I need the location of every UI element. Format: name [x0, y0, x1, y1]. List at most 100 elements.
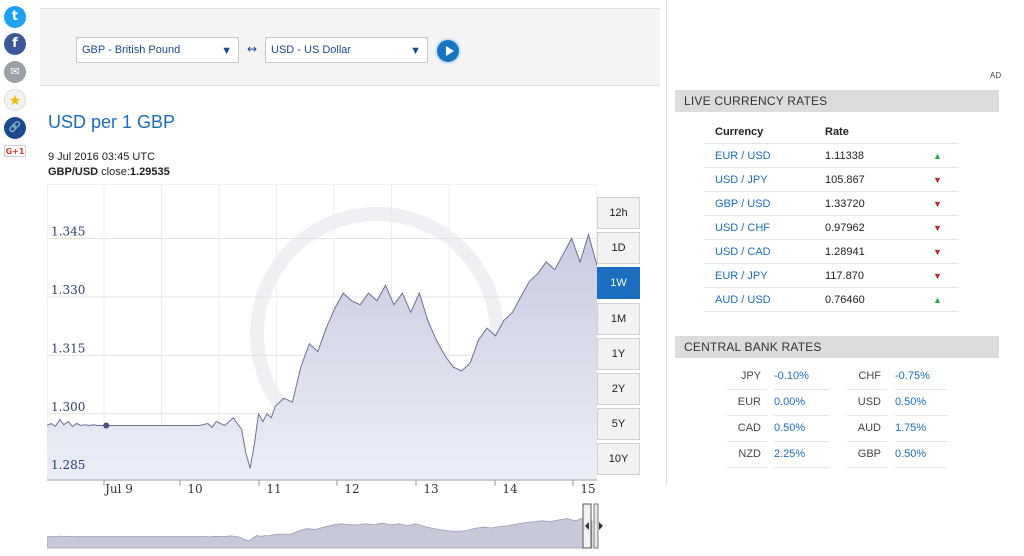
rate-pair-link[interactable]: EUR / JPY [715, 270, 768, 282]
hover-marker [103, 422, 110, 429]
trend-down-icon: ▼ [933, 223, 942, 233]
range-button-1w[interactable]: 1W [597, 267, 640, 300]
chevron-right-icon [599, 522, 603, 530]
bank-rate: 2.25% [774, 442, 829, 468]
swap-currencies-icon[interactable]: ↔ [247, 42, 258, 56]
y-tick-label: 1.345 [51, 225, 85, 239]
central-bank-table: JPY -0.10% CHF -0.75% EUR 0.00% USD 0.50% CAD 0.5… [727, 364, 947, 468]
google-plus-icon[interactable]: G+1 [4, 145, 26, 157]
rate-column-header: Rate [825, 126, 849, 138]
bank-rate: -0.10% [774, 364, 829, 390]
bank-code: JPY [727, 364, 767, 390]
chart-date: 9 Jul 2016 03:45 UTC [48, 151, 156, 163]
rate-row: USD / CAD 1.28941 ▼ [705, 240, 958, 264]
rate-chart[interactable]: 1.285 1.300 1.315 1.330 1.345 Jul 9 10 11 12 13 14… [47, 184, 597, 500]
y-tick-label: 1.330 [51, 283, 85, 297]
x-tick-label: 12 [344, 482, 359, 496]
bank-code: CHF [847, 364, 887, 390]
rate-row: EUR / JPY 117.870 ▼ [705, 264, 958, 288]
range-button-1y[interactable]: 1Y [597, 337, 640, 370]
to-currency-value: USD - US Dollar [271, 44, 352, 56]
bank-code: EUR [727, 390, 767, 416]
navigator-area [47, 517, 593, 549]
rate-pair-link[interactable]: USD / JPY [715, 174, 768, 186]
bank-row: JPY -0.10% CHF -0.75% [727, 364, 947, 390]
column-divider [666, 0, 667, 485]
bank-code: GBP [847, 442, 887, 468]
series-area [47, 234, 597, 480]
rate-value: 1.11338 [825, 150, 864, 162]
from-currency-value: GBP - British Pound [82, 44, 181, 56]
bank-row: EUR 0.00% USD 0.50% [727, 390, 947, 416]
bank-code: CAD [727, 416, 767, 442]
rate-row: GBP / USD 1.33720 ▼ [705, 192, 958, 216]
range-button-1m[interactable]: 1M [597, 302, 640, 335]
live-rates-head: Currency Rate [705, 120, 958, 144]
chart-title: USD per 1 GBP [48, 112, 176, 132]
from-currency-select[interactable]: GBP - British Pound ▼ [76, 37, 239, 63]
link-icon[interactable]: 🔗 [4, 117, 26, 139]
close-text: close: [98, 166, 130, 178]
range-button-10y[interactable]: 10Y [597, 443, 640, 476]
trend-down-icon: ▼ [933, 175, 942, 185]
x-tick-label: 15 [580, 482, 595, 496]
rate-value: 0.76460 [825, 294, 865, 306]
chevron-down-icon: ▼ [410, 45, 421, 57]
bank-rate: 0.50% [895, 442, 947, 468]
currency-converter-bar: GBP - British Pound ▼ ↔ USD - US Dollar … [40, 8, 660, 86]
go-button[interactable] [435, 38, 461, 64]
chevron-left-icon [585, 522, 589, 530]
rate-value: 1.33720 [825, 198, 865, 210]
rate-pair-link[interactable]: USD / CAD [715, 246, 771, 258]
range-button-5y[interactable]: 5Y [597, 408, 640, 441]
facebook-icon[interactable]: f [4, 33, 26, 55]
bank-code: AUD [847, 416, 887, 442]
bank-rate: -0.75% [895, 364, 947, 390]
bank-row: CAD 0.50% AUD 1.75% [727, 416, 947, 442]
bank-rate: 0.50% [895, 390, 947, 416]
x-tick-label: 13 [423, 482, 438, 496]
rate-value: 117.870 [825, 270, 864, 282]
trend-up-icon: ▲ [933, 151, 942, 161]
close-pair: GBP/USD [48, 166, 99, 178]
range-button-1d[interactable]: 1D [597, 232, 640, 265]
range-button-12h[interactable]: 12h [597, 197, 640, 229]
navigator-handle-right[interactable] [593, 503, 599, 549]
to-currency-select[interactable]: USD - US Dollar ▼ [265, 37, 428, 63]
live-rates-header: LIVE CURRENCY RATES [675, 90, 999, 112]
x-tick-label: Jul 9 [103, 482, 133, 496]
rate-value: 0.97962 [825, 222, 865, 234]
rate-pair-link[interactable]: AUD / USD [715, 294, 771, 306]
bank-code: USD [847, 390, 887, 416]
rate-row: USD / CHF 0.97962 ▼ [705, 216, 958, 240]
x-tick-label: 14 [502, 482, 518, 496]
chart-navigator[interactable] [47, 500, 607, 550]
y-tick-label: 1.285 [51, 458, 85, 472]
close-value: 1.29535 [129, 166, 170, 178]
x-tick-label: 10 [187, 482, 202, 496]
chart-close-readout: GBP/USD close:1.29535 [48, 166, 170, 178]
central-bank-header: CENTRAL BANK RATES [675, 336, 999, 358]
rate-pair-link[interactable]: GBP / USD [715, 198, 771, 210]
y-tick-label: 1.315 [51, 341, 85, 355]
favorite-icon[interactable]: ★ [4, 89, 26, 111]
email-icon[interactable]: ✉ [4, 61, 26, 83]
trend-down-icon: ▼ [933, 247, 942, 257]
trend-down-icon: ▼ [933, 271, 942, 281]
trend-up-icon: ▲ [933, 295, 942, 305]
y-tick-label: 1.300 [51, 400, 85, 414]
rate-value: 1.28941 [825, 246, 865, 258]
ad-label: AD [990, 71, 1002, 80]
trend-down-icon: ▼ [933, 199, 942, 209]
rate-pair-link[interactable]: EUR / USD [715, 150, 771, 162]
bank-code: NZD [727, 442, 767, 468]
rate-pair-link[interactable]: USD / CHF [715, 222, 770, 234]
chevron-down-icon: ▼ [221, 45, 232, 57]
currency-column-header: Currency [715, 126, 764, 138]
x-tick-label: 11 [266, 482, 281, 496]
twitter-icon[interactable]: t [4, 6, 26, 28]
bank-rate: 0.00% [774, 390, 829, 416]
rate-value: 105.867 [825, 174, 865, 186]
rate-row: USD / JPY 105.867 ▼ [705, 168, 958, 192]
range-button-2y[interactable]: 2Y [597, 373, 640, 405]
